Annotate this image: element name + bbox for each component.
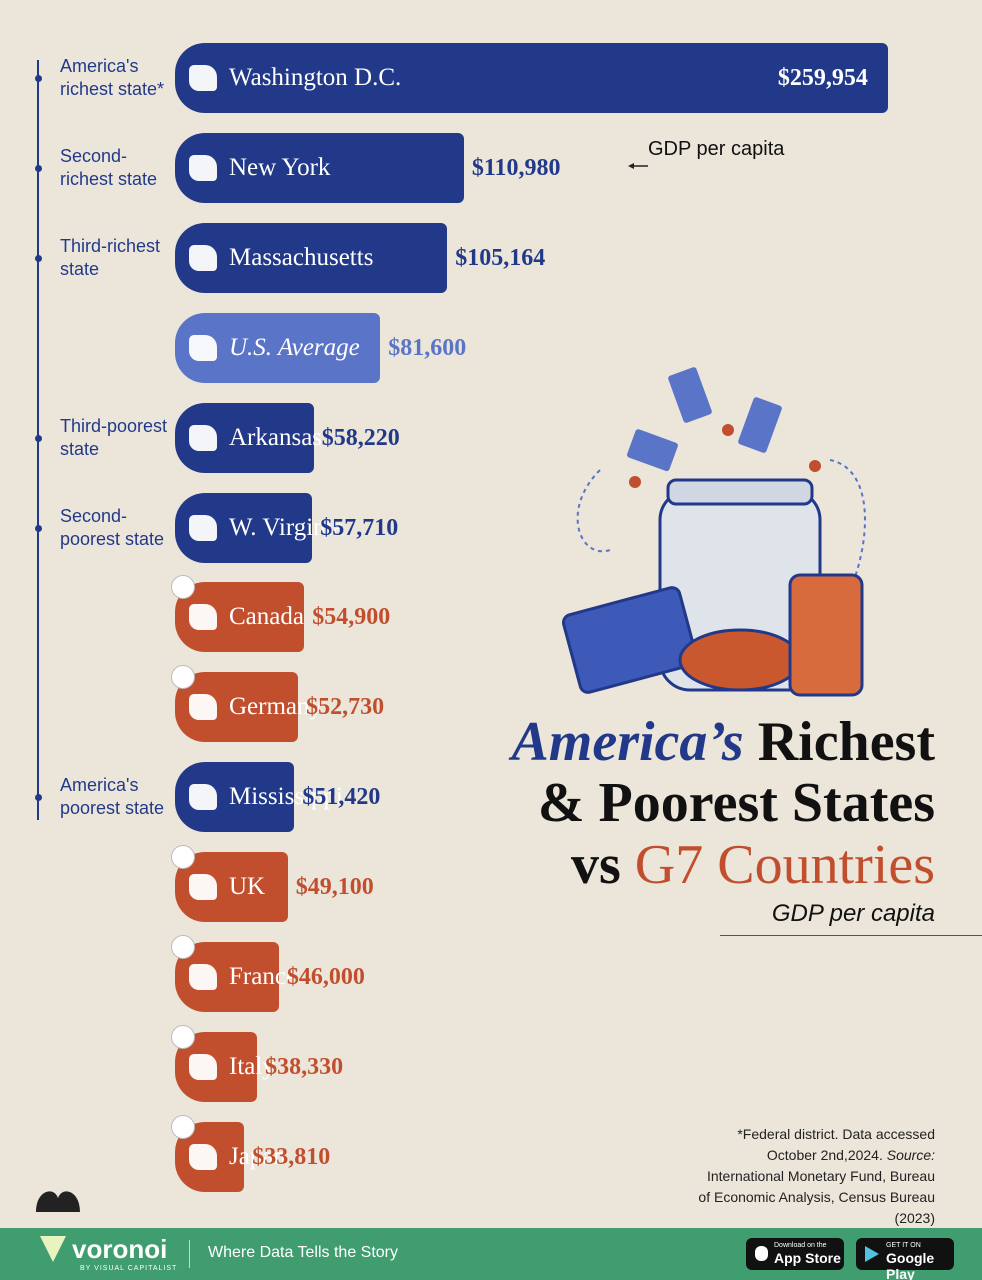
category-label: Mississippi: [229, 783, 343, 811]
brand: voronoi: [72, 1234, 168, 1264]
title-part: vs: [570, 834, 621, 896]
button-text: App Store: [774, 1250, 841, 1266]
category-label: UK: [229, 873, 266, 901]
source: International Monetary Fund, Bureau of E…: [698, 1168, 935, 1226]
map-icon: [189, 1053, 217, 1080]
dot: [35, 164, 42, 172]
dot: [35, 524, 42, 532]
dot: [35, 434, 42, 442]
flag: [171, 845, 195, 870]
category-label: France: [229, 963, 298, 990]
map-icon: [189, 874, 217, 901]
value-label: $58,220: [321, 424, 400, 451]
apple-icon: [755, 1246, 768, 1261]
flag: [171, 575, 195, 600]
map-icon: [189, 964, 217, 990]
google-play-button[interactable]: GET IT ON Google Play: [856, 1238, 954, 1280]
value-label: $52,730: [306, 694, 385, 721]
value-label: $57,710: [320, 514, 399, 541]
value-label: $110,980: [471, 154, 561, 181]
divider: [189, 1240, 190, 1268]
map-icon: [189, 244, 217, 271]
rank-label: Second-richest state: [60, 145, 158, 189]
title-part: G7 Countries: [634, 834, 935, 896]
dot: [35, 254, 42, 262]
map-icon: [189, 514, 217, 541]
bar: [175, 43, 888, 113]
map-icon: [189, 334, 217, 361]
button-small: GET IT ON: [886, 1242, 921, 1249]
rank-label: Second-poorest state: [60, 505, 165, 549]
rank-label: Third-poorest state: [60, 415, 168, 459]
bar: [175, 222, 448, 293]
flag: [171, 1114, 195, 1139]
title-part: Richest: [757, 711, 935, 773]
app-store-button[interactable]: Download on the App Store: [746, 1238, 844, 1270]
flag: [171, 1024, 195, 1049]
footnote-text: *Federal district. Data accessed October…: [737, 1126, 935, 1163]
title-line-3: vs G7 Countries: [571, 833, 935, 897]
category-label: Germany: [229, 693, 323, 721]
category-label: New York: [229, 153, 331, 181]
map-icon: [189, 424, 217, 451]
rank-label: America's richest state*: [60, 56, 165, 99]
map-icon: [189, 65, 217, 91]
value-label: $46,000: [286, 964, 365, 990]
annotation: [636, 150, 648, 152]
illustration: [561, 367, 866, 697]
value-label: $81,600: [388, 334, 467, 361]
dot: [35, 794, 42, 802]
map-icon: [189, 694, 217, 721]
rank-label: Third-richest state: [60, 235, 161, 279]
play-icon: [865, 1246, 879, 1262]
annotation-text: GDP per capita: [648, 138, 785, 160]
rule: [720, 935, 982, 936]
value-label: $105,164: [455, 244, 546, 271]
category-label: W. Virginia: [229, 513, 344, 541]
category-label: Japan: [229, 1142, 286, 1170]
value-label: $54,900: [312, 604, 391, 631]
value-label: $38,330: [265, 1053, 344, 1080]
button-text: Google Play: [886, 1250, 935, 1280]
value-label: $49,100: [295, 874, 374, 901]
arrow: [628, 163, 648, 169]
category-label: U.S. Average: [229, 333, 360, 361]
brand-icon: [40, 1236, 66, 1262]
category-label: Massachusetts: [229, 243, 374, 271]
bar: [175, 132, 464, 203]
brand-sub: BY VISUAL CAPITALIST: [80, 1265, 178, 1272]
map-icon: [189, 604, 217, 631]
footnote: *Federal district. Data accessed October…: [695, 1124, 935, 1229]
category-label: Washington D.C.: [229, 64, 402, 91]
title-line-2: & Poorest States: [537, 772, 935, 834]
category-label: Arkansas: [229, 423, 323, 451]
subtitle: GDP per capita: [771, 900, 935, 927]
value-label: $51,420: [302, 784, 381, 811]
map-icon: [189, 784, 217, 811]
dot: [35, 75, 42, 82]
logo-mark: [36, 1191, 80, 1212]
map-icon: [189, 1143, 217, 1170]
category-label: Italy: [229, 1052, 275, 1080]
title-line-1: America’s Richest: [511, 710, 935, 774]
flag: [171, 935, 195, 959]
value-label: $259,954: [777, 65, 868, 91]
value-label: $33,810: [252, 1143, 331, 1170]
title-part: America’s: [511, 711, 744, 773]
button-small: Download on the: [774, 1242, 827, 1249]
tagline: Where Data Tells the Story: [208, 1244, 399, 1261]
source-label: Source:: [886, 1147, 935, 1163]
category-label: Canada: [229, 603, 304, 631]
map-icon: [189, 154, 217, 181]
rank-label: America's poorest state: [60, 775, 165, 819]
flag: [171, 665, 195, 690]
footer: voronoi BY VISUAL CAPITALIST Where Data …: [0, 1228, 982, 1280]
